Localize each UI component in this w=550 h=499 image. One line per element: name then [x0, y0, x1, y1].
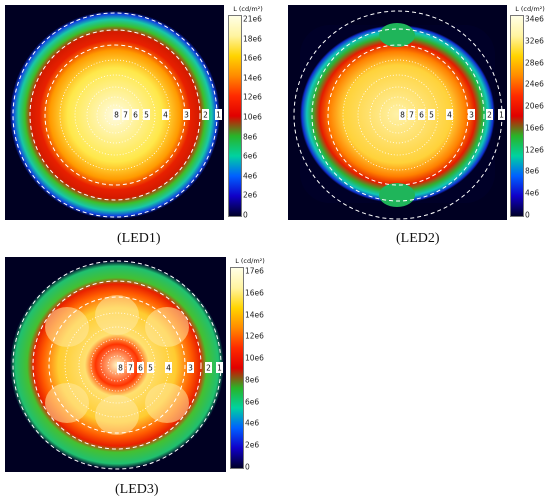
luminance-image-led3: 8 7 6 5 4 3 2 1 — [5, 257, 226, 472]
colorbar-unit-led2: L (cd/m²) — [515, 5, 545, 13]
zone-label: 7 — [123, 111, 128, 120]
luminance-map-led2: 8 7 6 5 4 3 2 1 — [288, 5, 507, 220]
colorbar-tick-label: 6e6 — [243, 151, 258, 161]
zone-label: 4 — [447, 111, 452, 120]
colorbar-tick-label: 14e6 — [243, 73, 262, 83]
colorbar-tick-label: 12e6 — [525, 145, 544, 155]
zone-label: 4 — [163, 111, 168, 120]
colorbar-tick-label: 16e6 — [245, 288, 264, 298]
zone-label: 2 — [487, 111, 492, 120]
colorbar-gradient-led1 — [228, 15, 242, 217]
caption-led3: (LED3) — [115, 482, 159, 497]
zone-label: 7 — [409, 111, 414, 120]
zone-label: 3 — [469, 111, 474, 120]
colorbar-tick-label: 12e6 — [243, 92, 262, 102]
zone-labels-led3: 8 7 6 5 4 3 2 1 — [117, 362, 223, 373]
colorbar-tick-label: 8e6 — [525, 166, 540, 176]
colorbar-tick-label: 0 — [525, 210, 530, 220]
colorbar-tick-label: 28e6 — [525, 58, 544, 68]
caption-led2: (LED2) — [396, 231, 440, 246]
colorbar-tick-label: 24e6 — [525, 79, 544, 89]
colorbar-tick-label: 2e6 — [243, 190, 258, 200]
colorbar-tick-label: 2e6 — [245, 440, 260, 450]
zone-label: 1 — [217, 364, 222, 373]
colorbar-tick-label: 6e6 — [245, 397, 260, 407]
colorbar-led1: L (cd/m²) 21e6 18e6 16e6 14e6 12e6 10e6 8e6 6e6… — [228, 5, 268, 220]
zone-label: 8 — [118, 364, 123, 373]
colorbar-tick-label: 0 — [245, 462, 250, 472]
zone-label: 6 — [419, 111, 424, 120]
colorbar-tick-label: 10e6 — [243, 112, 262, 122]
colorbar-led3: L (cd/m²) 17e6 16e6 14e6 12e6 10e6 8e6 6e6 4e6 2… — [230, 257, 270, 472]
zone-label: 6 — [133, 111, 138, 120]
zone-label: 8 — [400, 111, 405, 120]
caption-led1: (LED1) — [117, 231, 161, 246]
luminance-map-led1: 8 7 6 5 4 3 2 1 — [5, 5, 224, 220]
zone-labels-led1: 8 7 6 5 4 3 2 1 — [113, 109, 222, 120]
colorbar-unit-led1: L (cd/m²) — [233, 5, 263, 13]
colorbar-tick-label: 4e6 — [245, 418, 260, 428]
zone-labels-led2: 8 7 6 5 4 3 2 1 — [399, 109, 505, 120]
colorbar-unit-led3: L (cd/m²) — [235, 257, 265, 265]
colorbar-tick-label: 32e6 — [525, 36, 544, 46]
colorbar-tick-label: 4e6 — [525, 188, 540, 198]
colorbar-gradient-led2 — [510, 15, 524, 217]
zone-label: 6 — [138, 364, 143, 373]
colorbar-tick-label: 18e6 — [243, 34, 262, 44]
colorbar-tick-label: 34e6 — [525, 14, 544, 24]
zone-label: 4 — [166, 364, 171, 373]
zone-label: 1 — [216, 111, 221, 120]
zone-label: 2 — [203, 111, 208, 120]
colorbar-tick-label: 14e6 — [245, 310, 264, 320]
zone-label: 3 — [184, 111, 189, 120]
zone-label: 5 — [148, 364, 153, 373]
colorbar-tick-label: 16e6 — [243, 53, 262, 63]
zone-label: 7 — [128, 364, 133, 373]
colorbar-tick-label: 20e6 — [525, 101, 544, 111]
luminance-image-led2: 8 7 6 5 4 3 2 1 — [288, 5, 507, 220]
zone-label: 2 — [206, 364, 211, 373]
luminance-map-led3: 8 7 6 5 4 3 2 1 — [5, 257, 226, 472]
colorbar-tick-label: 8e6 — [243, 132, 258, 142]
colorbar-led2: L (cd/m²) 34e6 32e6 28e6 24e6 20e6 16e6 12e6 8e… — [510, 5, 550, 220]
colorbar-tick-label: 17e6 — [245, 266, 264, 276]
zone-label: 1 — [499, 111, 504, 120]
zone-label: 8 — [114, 111, 119, 120]
colorbar-tick-label: 21e6 — [243, 14, 262, 24]
colorbar-tick-label: 16e6 — [525, 123, 544, 133]
colorbar-tick-label: 8e6 — [245, 375, 260, 385]
luminance-image-led1: 8 7 6 5 4 3 2 1 — [5, 5, 224, 220]
colorbar-tick-label: 0 — [243, 210, 248, 220]
colorbar-tick-label: 12e6 — [245, 331, 264, 341]
zone-label: 5 — [429, 111, 434, 120]
colorbar-tick-label: 10e6 — [245, 353, 264, 363]
zone-label: 3 — [188, 364, 193, 373]
zone-label: 5 — [144, 111, 149, 120]
colorbar-gradient-led3 — [230, 267, 244, 469]
colorbar-tick-label: 4e6 — [243, 171, 258, 181]
